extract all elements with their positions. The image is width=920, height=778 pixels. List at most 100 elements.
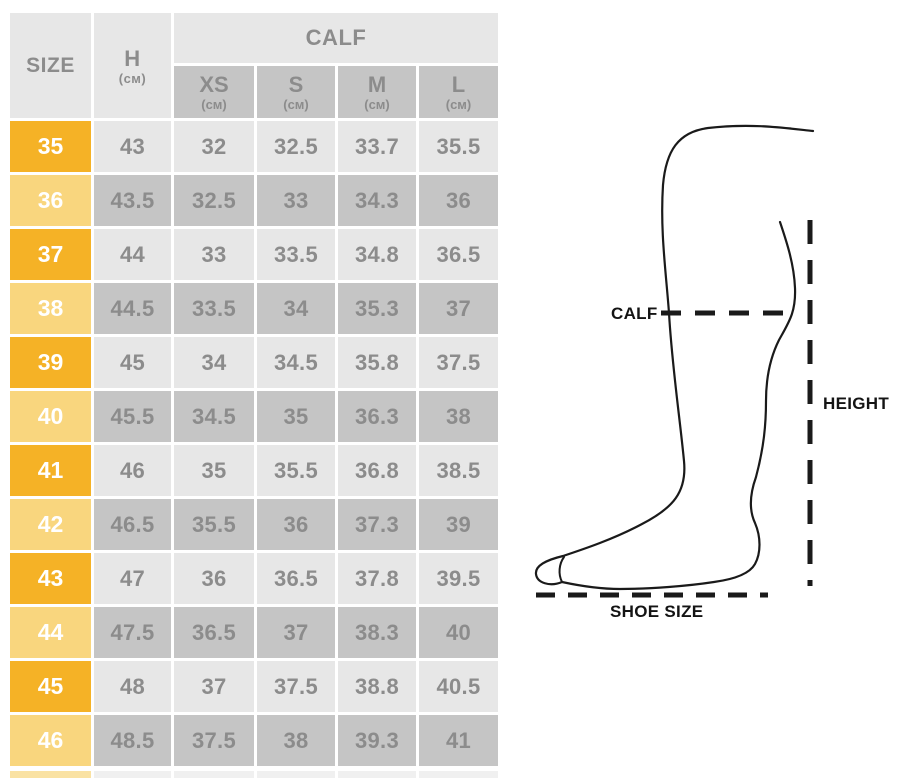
cell-39-h: 45 — [94, 337, 171, 388]
cell-45-m: 38.8 — [338, 661, 416, 712]
cell-37-h: 44 — [94, 229, 171, 280]
cell-39-s: 34.5 — [257, 337, 335, 388]
cell-43-h: 47 — [94, 553, 171, 604]
cell-46-m: 39.3 — [338, 715, 416, 766]
calf-label: CALF — [611, 304, 658, 323]
header-calf-l-unit: (см) — [445, 97, 472, 112]
toe-crease-line — [558, 556, 565, 583]
cell-43-s: 36.5 — [257, 553, 335, 604]
cell-45-l: 40.5 — [419, 661, 498, 712]
cell-size-43: 43 — [10, 553, 91, 604]
cell-40-l: 38 — [419, 391, 498, 442]
size-table: SIZE H (см) CALF XS (см) S (см) M (см) L… — [10, 13, 498, 766]
cell-44-s: 37 — [257, 607, 335, 658]
cell-size-42: 42 — [10, 499, 91, 550]
header-calf-m-unit: (см) — [364, 97, 390, 112]
cell-42-l: 39 — [419, 499, 498, 550]
cell-35-xs: 32 — [174, 121, 254, 172]
cell-45-xs: 37 — [174, 661, 254, 712]
header-height-unit: (см) — [118, 70, 147, 86]
partial-value-cell — [174, 771, 254, 778]
cell-39-m: 35.8 — [338, 337, 416, 388]
header-height: H (см) — [94, 13, 171, 118]
cell-39-xs: 34 — [174, 337, 254, 388]
cell-37-m: 34.8 — [338, 229, 416, 280]
header-calf-l: L (см) — [419, 66, 498, 118]
partial-value-cell — [419, 771, 498, 778]
cell-40-s: 35 — [257, 391, 335, 442]
header-calf-m: M (см) — [338, 66, 416, 118]
cell-36-s: 33 — [257, 175, 335, 226]
cell-40-xs: 34.5 — [174, 391, 254, 442]
partial-value-cell — [338, 771, 416, 778]
leg-outline-path — [534, 124, 815, 591]
cell-36-m: 34.3 — [338, 175, 416, 226]
header-calf-l-label: L — [451, 72, 466, 97]
cell-46-h: 48.5 — [94, 715, 171, 766]
shoe-size-label: SHOE SIZE — [610, 602, 704, 621]
header-calf-xs-unit: (см) — [201, 97, 227, 112]
cell-35-m: 33.7 — [338, 121, 416, 172]
cell-35-s: 32.5 — [257, 121, 335, 172]
cell-41-s: 35.5 — [257, 445, 335, 496]
header-size: SIZE — [10, 13, 91, 118]
cell-size-45: 45 — [10, 661, 91, 712]
cell-41-h: 46 — [94, 445, 171, 496]
cell-size-46: 46 — [10, 715, 91, 766]
cell-38-l: 37 — [419, 283, 498, 334]
cell-38-s: 34 — [257, 283, 335, 334]
cell-43-m: 37.8 — [338, 553, 416, 604]
cell-46-s: 38 — [257, 715, 335, 766]
cell-44-xs: 36.5 — [174, 607, 254, 658]
header-calf-m-label: M — [367, 72, 387, 97]
cell-40-m: 36.3 — [338, 391, 416, 442]
cell-43-l: 39.5 — [419, 553, 498, 604]
cell-37-l: 36.5 — [419, 229, 498, 280]
cell-46-xs: 37.5 — [174, 715, 254, 766]
cell-41-m: 36.8 — [338, 445, 416, 496]
cell-size-35: 35 — [10, 121, 91, 172]
cell-size-36: 36 — [10, 175, 91, 226]
cell-37-xs: 33 — [174, 229, 254, 280]
header-height-label: H — [124, 45, 141, 71]
cell-35-l: 35.5 — [419, 121, 498, 172]
header-calf-s: S (см) — [257, 66, 335, 118]
partial-value-cell — [94, 771, 171, 778]
cell-35-h: 43 — [94, 121, 171, 172]
header-calf-xs-label: XS — [199, 72, 229, 97]
cell-42-xs: 35.5 — [174, 499, 254, 550]
cell-38-xs: 33.5 — [174, 283, 254, 334]
header-calf: CALF — [174, 13, 498, 63]
cell-size-37: 37 — [10, 229, 91, 280]
cell-41-l: 38.5 — [419, 445, 498, 496]
cell-40-h: 45.5 — [94, 391, 171, 442]
header-calf-xs: XS (см) — [174, 66, 254, 118]
cell-42-h: 46.5 — [94, 499, 171, 550]
cell-37-s: 33.5 — [257, 229, 335, 280]
cell-36-xs: 32.5 — [174, 175, 254, 226]
cell-45-s: 37.5 — [257, 661, 335, 712]
cell-46-l: 41 — [419, 715, 498, 766]
cell-44-l: 40 — [419, 607, 498, 658]
table-partial-next-row — [10, 771, 498, 778]
partial-value-cell — [257, 771, 335, 778]
header-calf-s-label: S — [288, 72, 304, 97]
cell-39-l: 37.5 — [419, 337, 498, 388]
cell-size-39: 39 — [10, 337, 91, 388]
cell-size-44: 44 — [10, 607, 91, 658]
cell-42-s: 36 — [257, 499, 335, 550]
cell-size-40: 40 — [10, 391, 91, 442]
cell-45-h: 48 — [94, 661, 171, 712]
cell-44-m: 38.3 — [338, 607, 416, 658]
cell-size-41: 41 — [10, 445, 91, 496]
header-calf-s-unit: (см) — [283, 97, 309, 112]
cell-36-h: 43.5 — [94, 175, 171, 226]
cell-38-h: 44.5 — [94, 283, 171, 334]
cell-43-xs: 36 — [174, 553, 254, 604]
height-label: HEIGHT — [823, 394, 890, 413]
cell-38-m: 35.3 — [338, 283, 416, 334]
cell-42-m: 37.3 — [338, 499, 416, 550]
cell-41-xs: 35 — [174, 445, 254, 496]
